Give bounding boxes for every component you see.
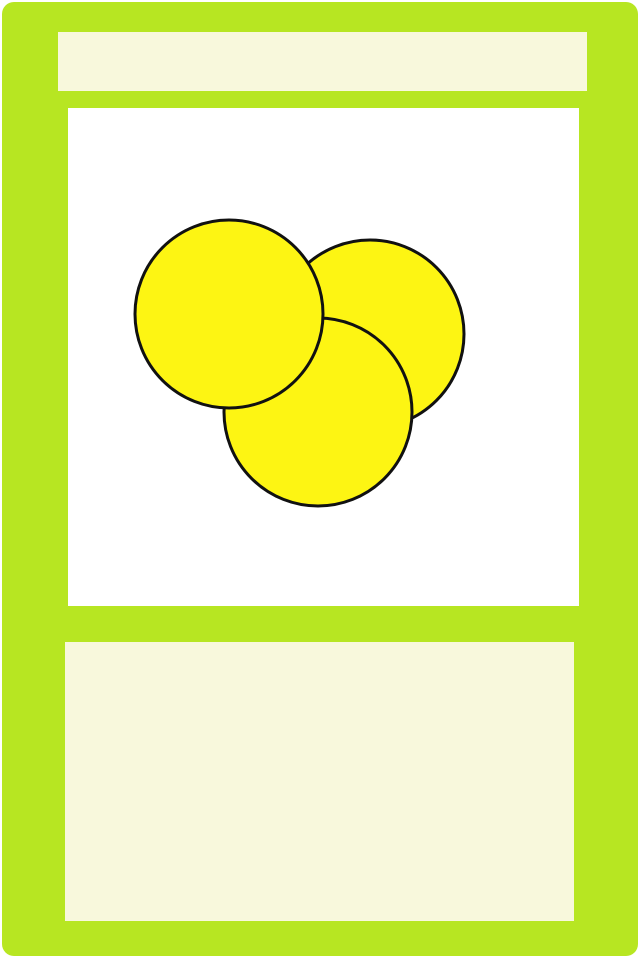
three-yellow-coins-icon — [133, 218, 466, 508]
card-title — [58, 32, 587, 91]
card-description — [65, 642, 574, 921]
coin-front-left — [133, 218, 325, 410]
card-art — [68, 108, 579, 606]
